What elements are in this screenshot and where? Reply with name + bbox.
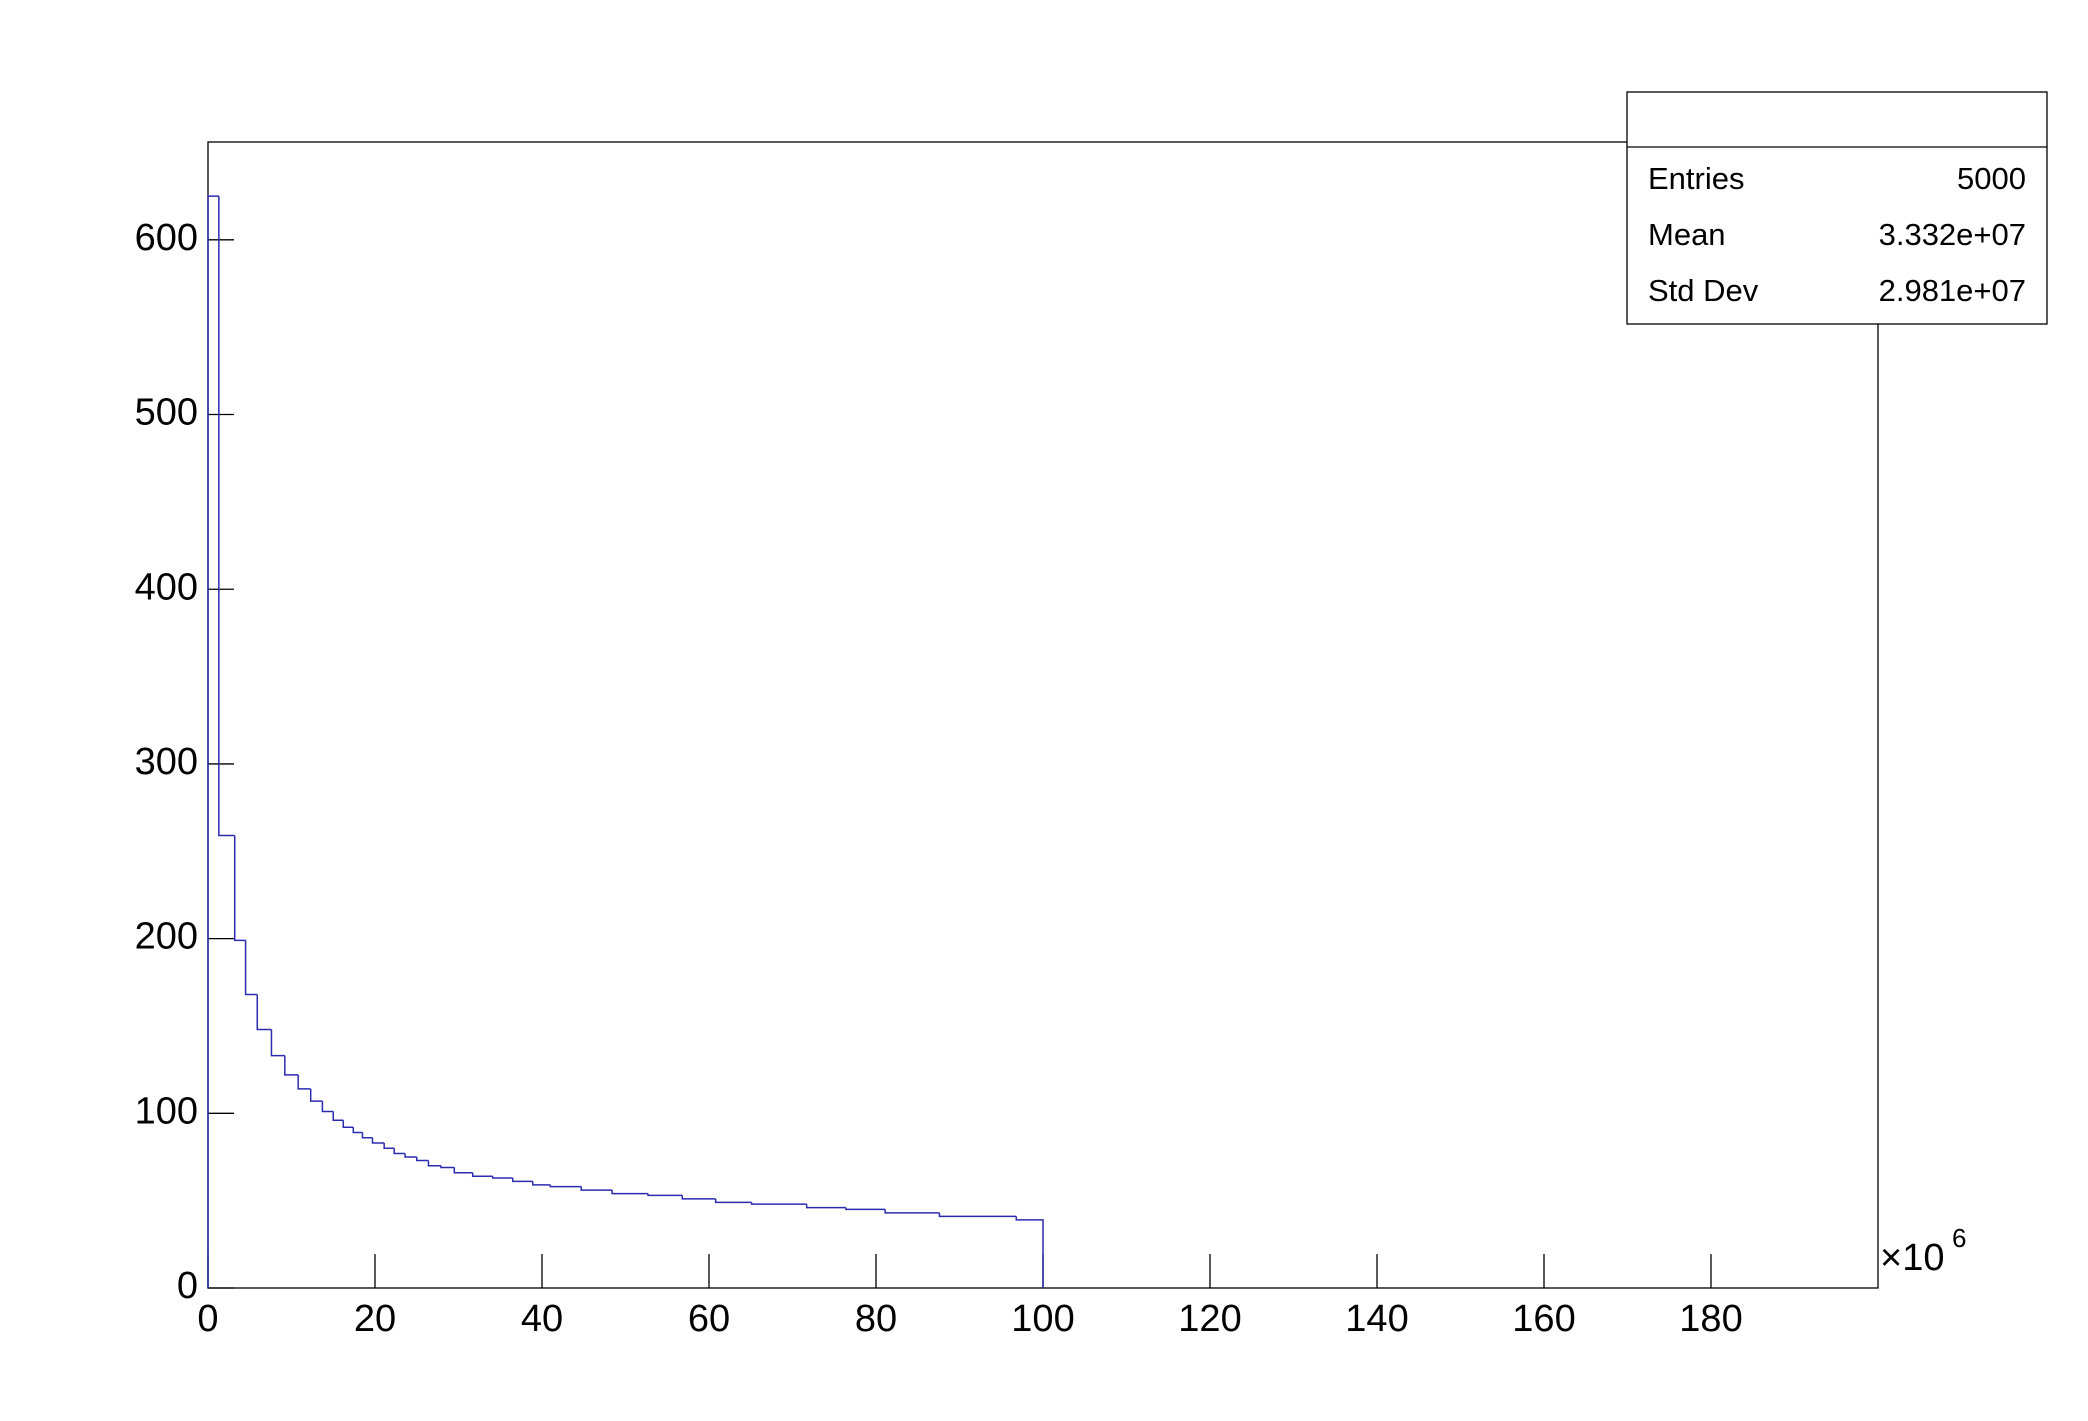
x-tick-label: 80	[855, 1298, 897, 1340]
x-tick-label: 120	[1178, 1298, 1241, 1340]
histogram-bin	[647, 1193, 683, 1197]
y-tick-label: 200	[135, 916, 198, 958]
histogram-bin	[416, 1156, 429, 1162]
x-tick-label: 40	[521, 1298, 563, 1340]
stat-value: 2.981e+07	[1879, 273, 2026, 308]
histogram-bin	[218, 196, 235, 837]
histogram-bin	[270, 1029, 285, 1057]
histogram-bin	[580, 1186, 613, 1191]
histogram-bin	[233, 835, 246, 942]
histogram-bin	[805, 1204, 846, 1209]
histogram-bin	[297, 1074, 311, 1090]
x-multiplier: ×10	[1880, 1237, 1944, 1279]
x-tick-label: 160	[1512, 1298, 1575, 1340]
histogram-bin	[383, 1143, 395, 1149]
stat-value: 5000	[1957, 161, 2026, 196]
histogram-bin	[681, 1195, 716, 1200]
histogram-bin	[512, 1177, 533, 1183]
y-tick-label: 300	[135, 741, 198, 783]
histogram-bin	[342, 1120, 354, 1129]
x-tick-label: 0	[197, 1298, 218, 1340]
histogram-bin	[207, 195, 219, 1288]
histogram-bin	[361, 1132, 373, 1139]
histogram-bin	[938, 1212, 1017, 1218]
histogram-bin	[491, 1176, 513, 1179]
x-multiplier-exponent: 6	[1952, 1223, 1966, 1253]
histogram-bin	[393, 1148, 406, 1155]
histogram-bin	[532, 1181, 551, 1186]
histogram-bin	[321, 1101, 334, 1113]
stats-box: Entries 5000 Mean 3.332e+07 Std Dev 2.981e+07	[1626, 91, 2048, 325]
x-tick-label: 20	[354, 1298, 396, 1340]
histogram-bin	[453, 1167, 473, 1174]
stat-label: Mean	[1648, 217, 1726, 252]
stat-label: Std Dev	[1648, 273, 1759, 308]
x-tick-label: 180	[1679, 1298, 1742, 1340]
x-tick-label: 100	[1011, 1298, 1074, 1340]
histogram-bin	[884, 1209, 940, 1214]
histogram-bin	[1015, 1216, 1044, 1288]
histogram-bin	[332, 1111, 344, 1122]
histogram-bin	[471, 1172, 493, 1177]
histogram-bin	[284, 1055, 299, 1076]
histogram-bin	[549, 1184, 582, 1188]
stats-frame	[1626, 91, 2048, 325]
histogram-bin	[611, 1190, 649, 1195]
y-tick-label: 100	[135, 1090, 198, 1132]
histogram-bin	[256, 994, 272, 1031]
histogram-bin	[440, 1165, 455, 1169]
y-tick-label: 0	[177, 1265, 198, 1307]
y-tick-label: 600	[135, 217, 198, 259]
y-tick-label: 500	[135, 392, 198, 434]
histogram-bin	[750, 1202, 807, 1205]
y-tick-label: 400	[135, 566, 198, 608]
stat-label: Entries	[1648, 161, 1744, 196]
x-tick-label: 140	[1345, 1298, 1408, 1340]
histogram-bin	[244, 940, 258, 996]
histogram-bin	[714, 1198, 752, 1204]
histogram-bin	[352, 1127, 363, 1134]
histogram-bin	[404, 1153, 417, 1158]
histogram-bin	[845, 1207, 886, 1211]
histogram-bin	[309, 1088, 323, 1102]
histogram-bin	[371, 1137, 385, 1144]
stat-value: 3.332e+07	[1879, 217, 2026, 252]
histogram-bin	[427, 1160, 441, 1167]
x-tick-label: 60	[688, 1298, 730, 1340]
